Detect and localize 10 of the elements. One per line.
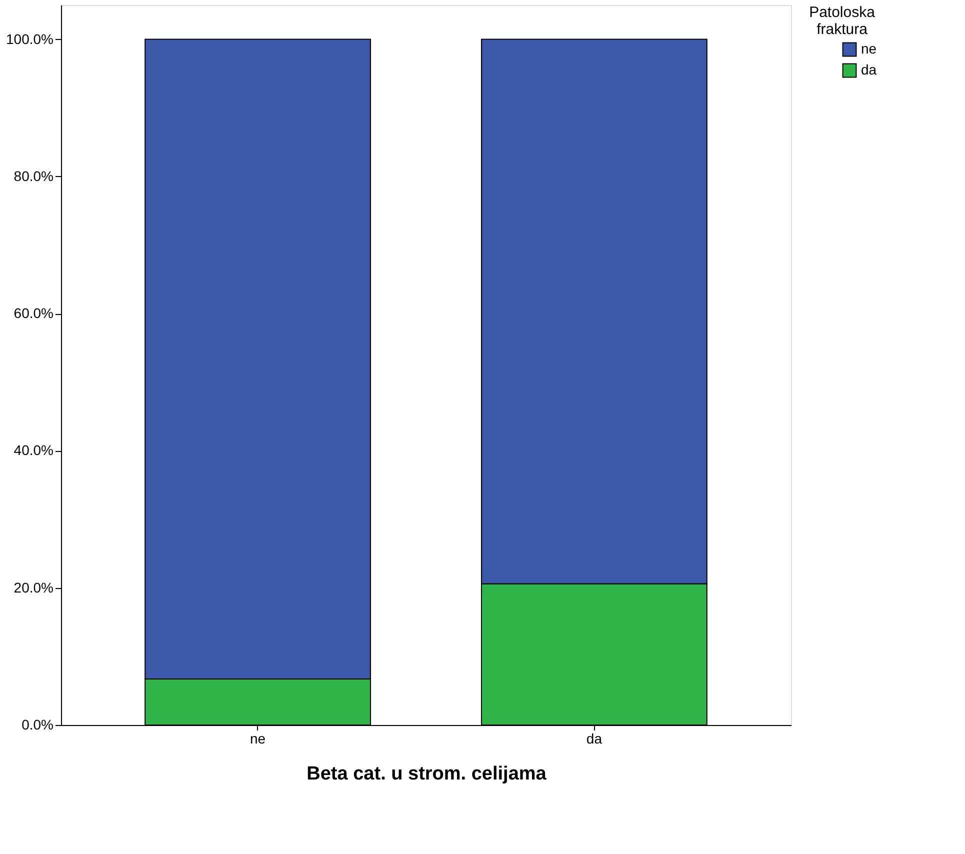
- y-tick-label: 60.0%: [14, 305, 54, 322]
- y-tick-label: 20.0%: [14, 579, 54, 596]
- y-tick-label: 40.0%: [14, 442, 54, 458]
- x-axis-title: Beta cat. u strom. celijama: [306, 764, 547, 784]
- y-tick-label: 0.0%: [22, 716, 54, 732]
- legend-label: ne: [861, 40, 877, 56]
- y-tick-label: 100.0%: [6, 30, 54, 47]
- legend-title: Patoloska fraktura: [809, 4, 876, 38]
- legend-label: da: [861, 62, 877, 78]
- y-tick-label: 80.0%: [14, 168, 54, 184]
